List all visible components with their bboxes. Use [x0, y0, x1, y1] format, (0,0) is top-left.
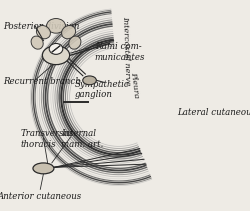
Ellipse shape — [49, 43, 63, 54]
Ellipse shape — [69, 36, 81, 49]
Text: Sympathetic
ganglion: Sympathetic ganglion — [75, 80, 130, 99]
Ellipse shape — [42, 46, 70, 65]
Ellipse shape — [31, 36, 43, 49]
Text: Pleura: Pleura — [129, 71, 140, 98]
Text: Lateral cutaneous: Lateral cutaneous — [178, 108, 250, 117]
Text: Anterior cutaneous: Anterior cutaneous — [0, 192, 81, 201]
Ellipse shape — [46, 19, 66, 33]
Text: Rami com-
municantes: Rami com- municantes — [95, 42, 145, 62]
Ellipse shape — [33, 163, 54, 174]
Text: Recurrent branch: Recurrent branch — [4, 77, 81, 86]
Text: Posterior division: Posterior division — [4, 22, 80, 31]
Text: Intercostal nerve: Intercostal nerve — [121, 16, 132, 86]
Ellipse shape — [62, 26, 76, 39]
Ellipse shape — [83, 76, 96, 85]
Text: Internal
mam. art.: Internal mam. art. — [61, 129, 104, 149]
Ellipse shape — [36, 26, 51, 39]
Text: Transversus
thoracis: Transversus thoracis — [20, 129, 74, 149]
